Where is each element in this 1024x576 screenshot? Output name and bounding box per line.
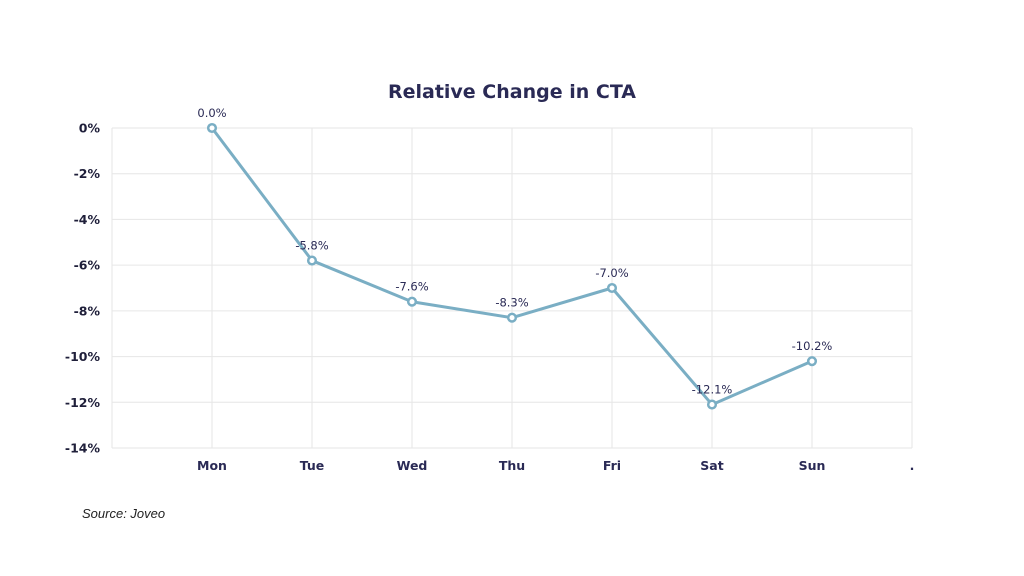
data-point xyxy=(306,255,318,266)
data-point xyxy=(606,282,618,294)
y-tick-label: -8% xyxy=(74,303,101,318)
x-tick-label: Wed xyxy=(397,458,428,473)
x-tick-label: Tue xyxy=(300,458,325,473)
x-tick-label: Fri xyxy=(603,458,621,473)
y-tick-label: -10% xyxy=(65,349,101,364)
data-label: -7.6% xyxy=(395,280,428,294)
data-label: 0.0% xyxy=(197,106,226,120)
data-label: -8.3% xyxy=(495,296,528,310)
x-tick-label: Sun xyxy=(799,458,826,473)
data-label: -12.1% xyxy=(692,383,733,397)
data-point xyxy=(806,356,818,367)
data-label: -5.8% xyxy=(295,239,328,253)
source-note: Source: Joveo xyxy=(82,506,166,521)
data-label: -10.2% xyxy=(792,339,833,353)
data-point xyxy=(206,122,218,134)
data-point xyxy=(706,399,718,410)
grid xyxy=(111,127,913,449)
x-tick-label: . xyxy=(910,458,915,473)
y-tick-label: -14% xyxy=(65,441,101,456)
data-point xyxy=(506,312,518,323)
x-tick-label: Sat xyxy=(700,458,723,473)
x-tick-label: Mon xyxy=(197,458,227,473)
y-tick-label: -6% xyxy=(74,258,101,273)
series xyxy=(206,122,818,410)
chart-title: Relative Change in CTA xyxy=(388,81,636,103)
y-tick-label: 0% xyxy=(79,121,101,136)
x-axis-ticks: Mon Tue Wed Thu Fri Sat Sun. xyxy=(197,458,914,473)
data-point xyxy=(406,296,418,307)
y-tick-label: -12% xyxy=(65,395,101,410)
x-tick-label: Thu xyxy=(499,458,525,473)
y-tick-label: -2% xyxy=(74,166,101,181)
y-axis-ticks: 0% -2% -4% -6% -8% -10% -12% -14% xyxy=(65,121,101,456)
y-tick-label: -4% xyxy=(74,212,101,227)
data-label: -7.0% xyxy=(595,266,628,280)
data-labels: 0.0% -5.8% -7.6% -8.3% -7.0% -12.1% -10.2% xyxy=(197,106,832,397)
